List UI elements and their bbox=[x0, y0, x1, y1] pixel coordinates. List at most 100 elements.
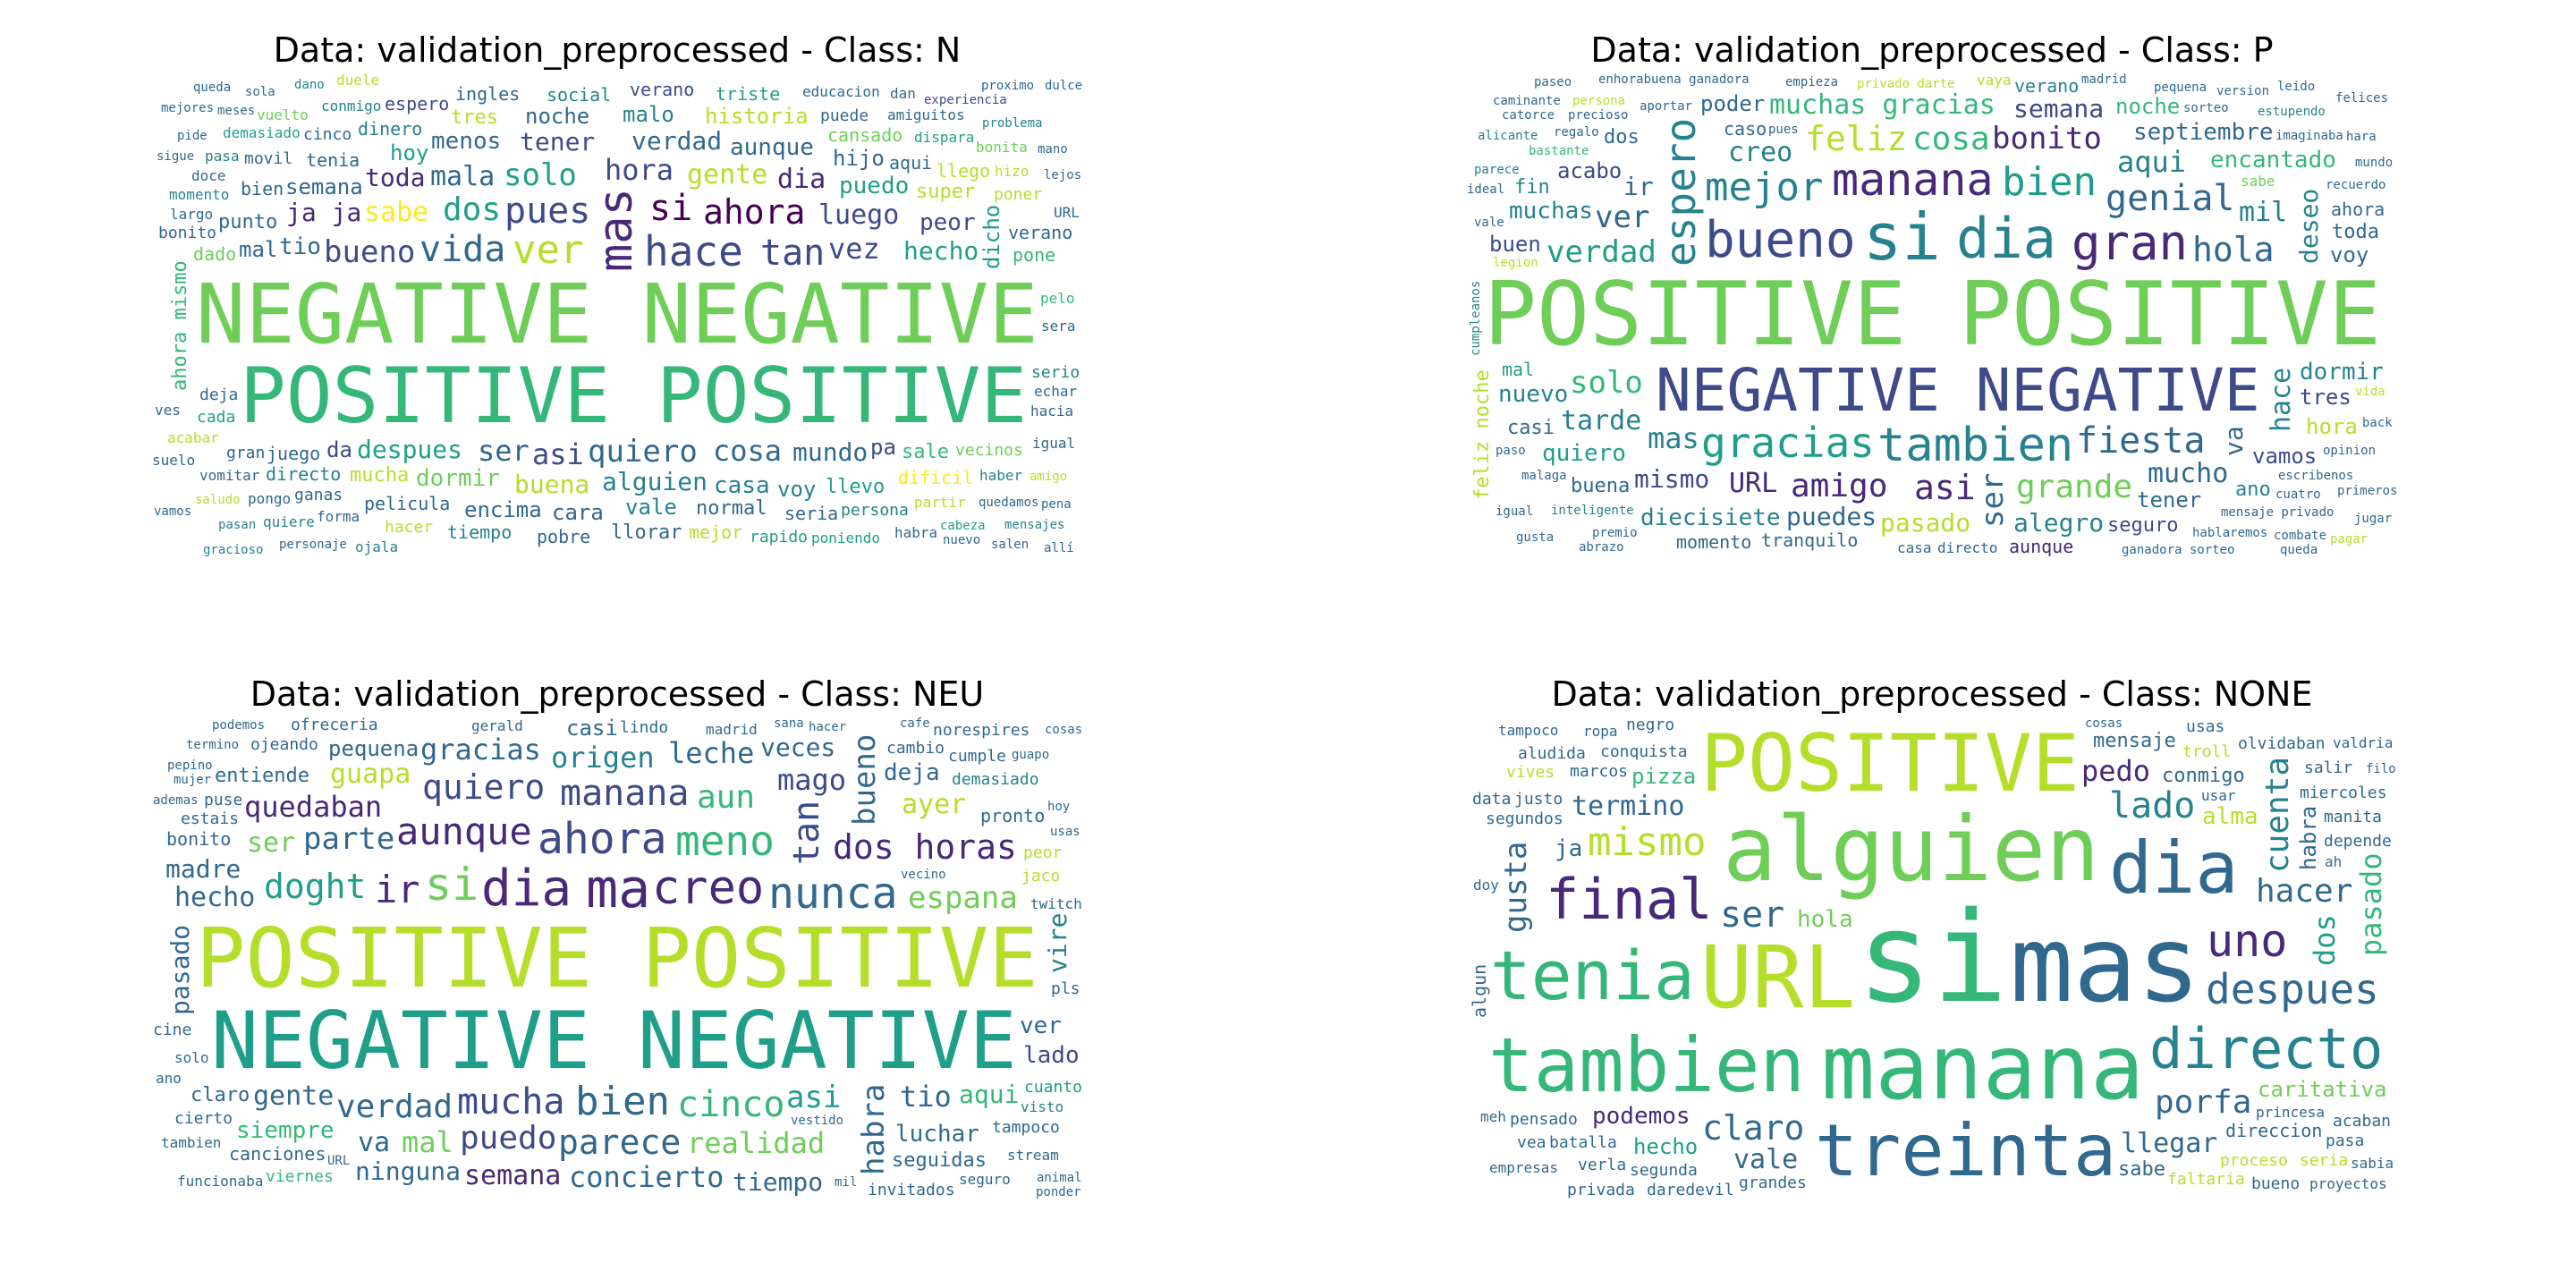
cloud-word: suelo bbox=[152, 452, 196, 469]
cloud-word: bonito bbox=[166, 828, 232, 850]
cloud-word: ideal bbox=[1467, 182, 1505, 197]
cloud-word: dado bbox=[193, 243, 237, 265]
cloud-word: entiende bbox=[215, 765, 309, 787]
cloud-word: justo bbox=[1514, 790, 1563, 809]
cloud-word: hace bbox=[2266, 367, 2297, 432]
cloud-word: poner bbox=[994, 185, 1043, 204]
cloud-word: uno bbox=[2207, 915, 2288, 967]
cloud-word: cada bbox=[197, 408, 236, 427]
cloud-word: echar bbox=[1034, 383, 1078, 400]
cloud-word: triste bbox=[716, 83, 781, 105]
cloud-word: claro bbox=[191, 1084, 250, 1106]
cloud-word: realidad bbox=[687, 1126, 826, 1160]
cloud-word: noche bbox=[525, 104, 590, 129]
cloud-word: mujer bbox=[174, 773, 212, 787]
cloud-word: verano bbox=[2014, 75, 2080, 97]
cloud-word: duele bbox=[336, 73, 380, 89]
cloud-word: casa bbox=[714, 472, 770, 499]
cloud-word: vamos bbox=[154, 504, 192, 519]
cloud-word: direccion bbox=[2225, 1120, 2323, 1141]
cloud-word: pagar bbox=[2330, 532, 2368, 547]
cloud-word: URL bbox=[1700, 928, 1856, 1028]
cloud-word: final bbox=[1546, 867, 1713, 932]
cloud-word: conmigo bbox=[321, 97, 382, 114]
cloud-word: puede bbox=[820, 106, 869, 125]
cloud-word: aunque bbox=[2009, 536, 2074, 556]
cloud-word: deja bbox=[884, 759, 940, 786]
cloud-word: hacer bbox=[809, 720, 847, 734]
cloud-word: visto bbox=[1021, 1098, 1064, 1115]
cloud-word: serio bbox=[1031, 363, 1080, 382]
cloud-word: cumple bbox=[948, 747, 1007, 766]
cloud-word: llevo bbox=[826, 476, 886, 498]
cloud-word: asi bbox=[786, 1080, 842, 1115]
cloud-word: rapido bbox=[750, 528, 809, 547]
cloud-word: queda bbox=[2280, 543, 2318, 556]
cloud-word: amigo bbox=[1030, 470, 1068, 484]
cloud-word: demasiado bbox=[952, 770, 1039, 789]
cloud-word: norespires bbox=[933, 721, 1030, 740]
cloud-word: fiesta bbox=[2076, 420, 2206, 462]
cloud-word: bastante bbox=[1529, 144, 1589, 158]
cloud-word: veces bbox=[760, 733, 836, 762]
cloud-word: semana bbox=[464, 1160, 562, 1191]
cloud-word: dicho bbox=[979, 204, 1004, 269]
cloud-word: lado bbox=[2109, 785, 2196, 826]
cloud-word: asi bbox=[1914, 468, 1976, 507]
cloud-word: vea bbox=[1517, 1133, 1546, 1152]
cloud-word: ano bbox=[156, 1070, 182, 1087]
cloud-word: toda bbox=[2332, 221, 2379, 243]
cloud-word: malaga bbox=[1521, 469, 1567, 483]
cloud-word: bueno bbox=[2251, 1174, 2301, 1193]
cloud-word: vaya bbox=[1977, 73, 2012, 89]
cloud-word: historia bbox=[705, 104, 809, 129]
cloud-word: parte bbox=[303, 821, 395, 857]
cloud-word: concierto bbox=[569, 1160, 724, 1194]
cloud-word: back bbox=[2362, 416, 2393, 430]
cloud-word: cinco bbox=[677, 1084, 785, 1125]
word-cloud-neu: POSITIVE POSITIVE NEGATIVE NEGATIVE ma dia c… bbox=[152, 717, 1082, 1200]
cloud-word: ja ja bbox=[286, 198, 362, 227]
cloud-word: ojala bbox=[355, 538, 399, 555]
cloud-word: cosa bbox=[1912, 121, 1990, 157]
cloud-word: twitch bbox=[1030, 895, 1082, 912]
cloud-word: ingles bbox=[455, 83, 521, 105]
cloud-word: cambio bbox=[886, 739, 945, 758]
cloud-word: deseo bbox=[2294, 188, 2324, 264]
cloud-word: aludida bbox=[1518, 744, 1586, 763]
cloud-word: alguien bbox=[1723, 797, 2100, 902]
cloud-word: vestido bbox=[791, 1114, 844, 1128]
cloud-word: termino bbox=[186, 738, 240, 752]
cloud-word: ojeando bbox=[250, 735, 318, 754]
cloud-word: lejos bbox=[1044, 168, 1082, 182]
cloud-word: directo bbox=[2149, 1016, 2384, 1081]
cloud-word: premio bbox=[1592, 526, 1638, 540]
cloud-word: solo bbox=[1570, 365, 1643, 401]
cloud-word: cierto bbox=[174, 1109, 233, 1128]
cloud-word: gusta bbox=[1498, 841, 1534, 933]
cloud-word: tambien bbox=[161, 1134, 222, 1151]
cloud-word: educacion bbox=[802, 83, 880, 100]
cloud-word: casa bbox=[1897, 539, 1932, 556]
cloud-word: claro bbox=[1702, 1108, 1805, 1148]
cloud-word: encantado bbox=[2210, 147, 2336, 174]
cloud-word: hola bbox=[1797, 906, 1853, 933]
cloud-word: tio bbox=[900, 1080, 952, 1114]
cloud-word: ahora bbox=[538, 814, 667, 864]
cloud-word: puedo bbox=[839, 173, 910, 199]
cloud-word: espero bbox=[1657, 117, 1705, 267]
cloud-word: dos bbox=[2308, 914, 2342, 966]
cloud-word: mucha bbox=[457, 1081, 565, 1123]
cloud-word: persona bbox=[1572, 94, 1626, 108]
cloud-word: tampoco bbox=[1498, 722, 1559, 739]
cloud-word: opinion bbox=[2323, 444, 2377, 458]
cloud-word: jaco bbox=[1021, 867, 1061, 886]
cloud-word: directo bbox=[1937, 539, 1998, 556]
cloud-word: dia bbox=[481, 860, 572, 918]
cloud-word: cuatro bbox=[2275, 487, 2321, 502]
cloud-word: ponder bbox=[1036, 1185, 1081, 1199]
cloud-word: mal bbox=[402, 1125, 453, 1159]
cloud-word: gracias bbox=[420, 733, 541, 767]
cloud-word: ano bbox=[2235, 479, 2271, 501]
word-cloud-p: POSITIVE POSITIVE si NEGATIVE NEGATIVE dia b… bbox=[1467, 73, 2397, 556]
